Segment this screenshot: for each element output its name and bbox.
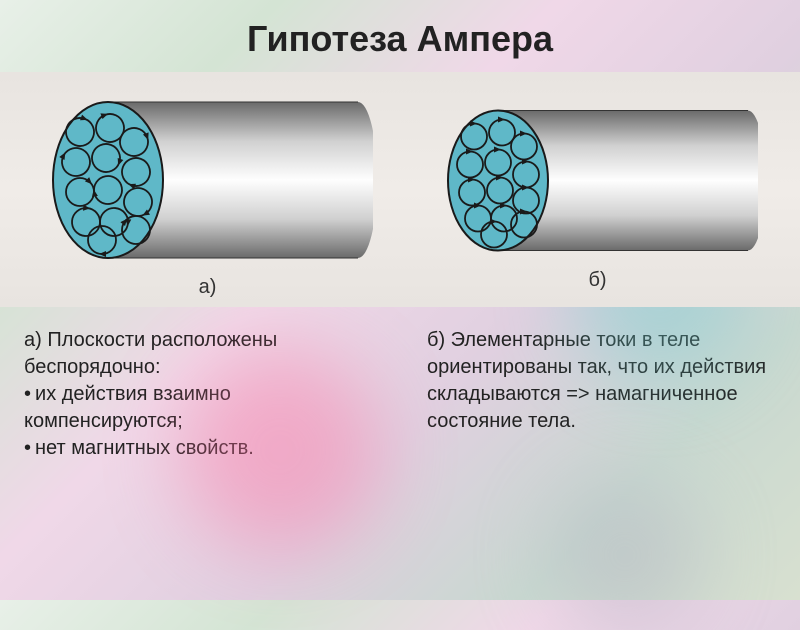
- diagram-a-label: а): [199, 276, 217, 299]
- page-title: Гипотеза Ампера: [0, 0, 800, 72]
- cylinder-a-svg: [43, 90, 373, 270]
- cylinder-b-svg: [438, 98, 758, 263]
- diagram-b: б): [438, 98, 758, 292]
- diagram-a: а): [43, 90, 373, 299]
- diagram-b-label: б): [588, 269, 606, 292]
- diagram-row: а) б): [0, 72, 800, 307]
